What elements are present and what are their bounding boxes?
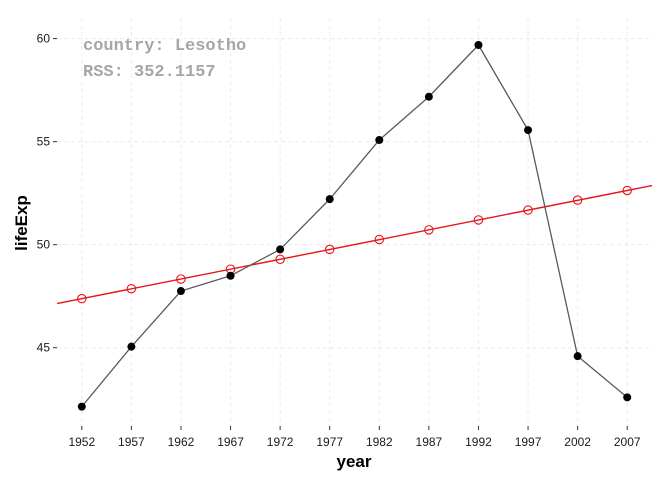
- x-tick-label: 1992: [465, 435, 492, 449]
- x-axis-title: year: [337, 452, 372, 471]
- fitted-point: [275, 254, 285, 265]
- fitted-point: [473, 215, 484, 225]
- x-tick-label: 1957: [118, 435, 145, 449]
- observed-point: [176, 287, 185, 296]
- observed-point: [276, 245, 285, 254]
- x-tick-label: 1972: [267, 435, 294, 449]
- x-tick-label: 1952: [68, 435, 95, 449]
- fitted-point: [622, 185, 632, 196]
- x-tick-label: 1967: [217, 435, 244, 449]
- fitted-point: [572, 195, 583, 205]
- observed-point: [127, 342, 136, 351]
- observed-point: [325, 195, 334, 204]
- fitted-point: [374, 234, 385, 245]
- fitted-point: [176, 274, 186, 284]
- fitted-point: [523, 205, 533, 215]
- x-tick-label: 1962: [168, 435, 195, 449]
- annotation-rss: RSS: 352.1157: [83, 63, 216, 82]
- observed-point: [474, 40, 483, 49]
- observed-point: [424, 92, 433, 101]
- x-tick-label: 1997: [515, 435, 542, 449]
- x-tick-label: 1982: [366, 435, 393, 449]
- y-axis-title: lifeExp: [12, 195, 31, 251]
- y-tick-label: 60: [37, 32, 51, 46]
- observed-point: [375, 135, 384, 144]
- fitted-point: [424, 225, 434, 235]
- y-tick-label: 55: [37, 135, 51, 149]
- observed-point: [524, 126, 533, 135]
- observed-point: [573, 352, 582, 361]
- fitted-series: [56, 184, 653, 305]
- x-tick-label: 1987: [416, 435, 443, 449]
- y-tick-label: 50: [37, 238, 51, 252]
- fitted-line: [56, 184, 653, 305]
- observed-line: [81, 43, 628, 408]
- fitted-point: [126, 284, 137, 294]
- y-tick-label: 45: [37, 341, 51, 355]
- x-axis: 1952 1957 1962 1967 1972 1977 1982 1987 1992 1997…: [68, 426, 641, 449]
- y-axis: 45 50 55 60: [37, 32, 57, 355]
- x-tick-label: 2007: [614, 435, 641, 449]
- annotation-country: country: Lesotho: [83, 37, 246, 56]
- observed-series: [77, 40, 632, 411]
- fitted-point: [324, 244, 335, 255]
- x-tick-label: 1977: [316, 435, 343, 449]
- x-tick-label: 2002: [564, 435, 591, 449]
- fitted-point: [77, 293, 87, 304]
- observed-point: [226, 271, 235, 280]
- observed-point: [623, 393, 632, 402]
- observed-point: [77, 402, 86, 411]
